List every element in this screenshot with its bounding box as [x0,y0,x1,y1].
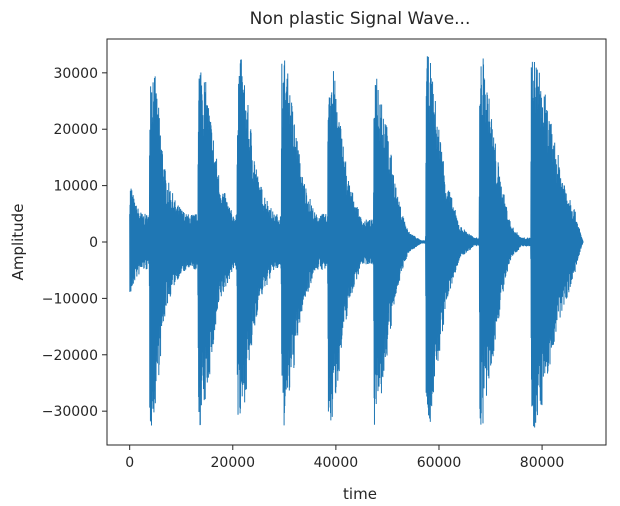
x-tick-label: 60000 [417,455,462,471]
y-tick-label: 10000 [53,179,98,195]
y-tick-label: 20000 [53,122,98,138]
x-tick-label: 40000 [314,455,359,471]
chart-title: Non plastic Signal Wave... [250,9,471,29]
x-tick-label: 80000 [520,455,565,471]
y-tick-label: −20000 [42,348,98,364]
y-axis-label: Amplitude [9,204,27,281]
x-axis-label: time [343,485,377,503]
x-tick-label: 20000 [211,455,256,471]
signal-waveform-series [129,56,584,428]
x-axis-ticks: 0 20000 40000 60000 80000 [125,445,564,471]
y-tick-label: −10000 [42,291,98,307]
x-tick-label: 0 [125,455,134,471]
y-tick-label: 30000 [53,66,98,82]
y-tick-label: −30000 [42,404,98,420]
y-tick-label: 0 [89,235,98,251]
y-axis-ticks: −30000 −20000 −10000 0 10000 20000 30000 [42,66,107,420]
